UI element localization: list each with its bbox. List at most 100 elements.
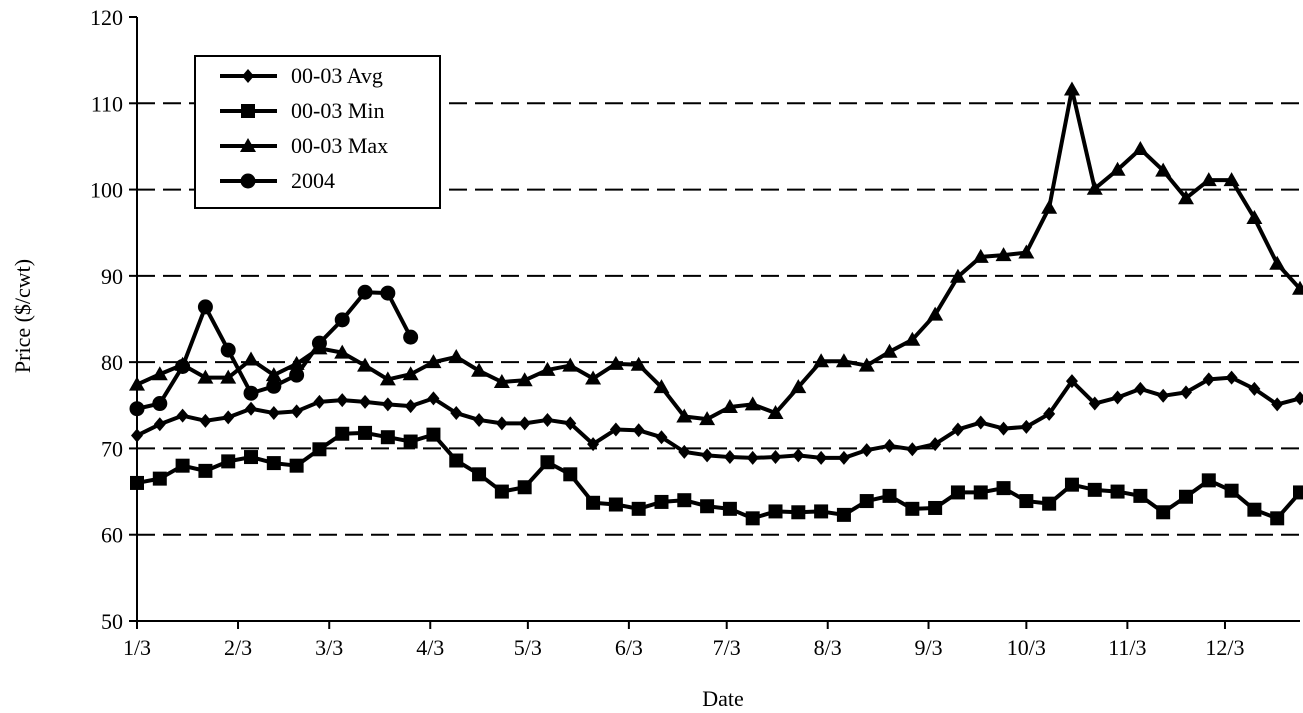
data-point [403, 329, 419, 345]
data-point [131, 428, 143, 443]
data-point [905, 501, 920, 516]
data-point [403, 434, 418, 449]
data-point [540, 455, 555, 470]
data-point [175, 458, 190, 473]
data-point [197, 369, 214, 384]
data-point [608, 497, 623, 512]
data-point [632, 423, 645, 438]
data-point [312, 442, 327, 457]
y-tick-label: 80 [101, 350, 123, 375]
data-point [335, 426, 350, 441]
y-axis-title: Price ($/cwt) [10, 259, 35, 373]
data-point [631, 501, 646, 516]
data-point [313, 394, 326, 409]
data-point [881, 343, 898, 358]
data-point [1294, 391, 1303, 406]
data-point [289, 367, 305, 383]
data-point [1179, 385, 1192, 400]
data-point [151, 366, 168, 381]
data-point [1269, 255, 1286, 270]
data-point [767, 405, 784, 420]
series-line [136, 430, 1302, 521]
data-point [563, 467, 578, 482]
data-point [152, 471, 167, 486]
data-point [950, 485, 965, 500]
data-point [721, 399, 738, 414]
data-point [587, 437, 600, 452]
x-tick-label: 9/3 [914, 635, 942, 660]
data-point [949, 268, 966, 283]
data-point [1202, 372, 1215, 387]
data-point [472, 467, 487, 482]
data-point [380, 430, 395, 445]
data-point [586, 495, 601, 510]
data-point [450, 406, 463, 421]
data-point [289, 458, 304, 473]
axes [129, 16, 1300, 629]
y-tick-label: 110 [91, 91, 123, 116]
data-point [906, 442, 919, 457]
data-point [722, 501, 737, 516]
data-point [311, 335, 327, 351]
series-diamond [131, 370, 1303, 465]
legend-item: 00-03 Min [220, 98, 385, 123]
data-point [1157, 388, 1170, 403]
data-point [129, 376, 145, 391]
data-point [221, 454, 236, 469]
data-point [883, 438, 896, 453]
data-point [175, 358, 191, 374]
data-point [815, 450, 828, 465]
data-point [1109, 161, 1126, 176]
data-point [1111, 390, 1124, 405]
data-point [493, 373, 510, 388]
data-point [655, 430, 668, 445]
series-line [136, 87, 1302, 422]
data-point [564, 416, 577, 431]
x-tick-label: 5/3 [514, 635, 542, 660]
legend-marker [240, 138, 256, 152]
data-point [290, 404, 303, 419]
data-point [220, 369, 237, 384]
data-point [859, 494, 874, 509]
data-point [654, 494, 669, 509]
data-point [1293, 485, 1303, 500]
data-point [927, 306, 944, 321]
y-tick-label: 50 [101, 609, 123, 634]
legend-item: 00-03 Avg [220, 63, 383, 88]
data-point [1043, 406, 1056, 421]
legend-marker [242, 69, 254, 83]
data-point [562, 357, 579, 372]
data-point [1087, 482, 1102, 497]
data-point [1271, 397, 1284, 412]
data-point [1178, 489, 1193, 504]
data-point [176, 408, 189, 423]
y-tick-label: 70 [101, 436, 123, 461]
data-point [1134, 381, 1147, 396]
data-point [334, 312, 350, 328]
series-square [130, 425, 1303, 526]
legend-marker [240, 173, 256, 189]
y-tick-label: 90 [101, 264, 123, 289]
data-point [1064, 477, 1079, 492]
data-point [266, 378, 282, 394]
data-point [334, 344, 351, 359]
x-tick-label: 10/3 [1007, 635, 1046, 660]
data-point [336, 393, 349, 408]
data-point [701, 448, 714, 463]
data-point [495, 416, 508, 431]
series-circle [129, 284, 419, 417]
data-point [1155, 162, 1172, 177]
data-point [425, 354, 442, 369]
data-point [243, 385, 259, 401]
data-point [1019, 494, 1034, 509]
data-point [1132, 141, 1149, 156]
data-point [744, 396, 761, 411]
data-point [517, 480, 532, 495]
data-point [700, 499, 715, 514]
data-point [427, 391, 440, 406]
data-point [1156, 505, 1171, 520]
data-point [974, 415, 987, 430]
data-point [1224, 483, 1239, 498]
data-point [198, 463, 213, 478]
x-tick-labels: 1/3 2/3 3/3 4/3 5/3 6/3 7/3 8/3 9/3 10/3 11/3 12/3 [123, 635, 1245, 660]
